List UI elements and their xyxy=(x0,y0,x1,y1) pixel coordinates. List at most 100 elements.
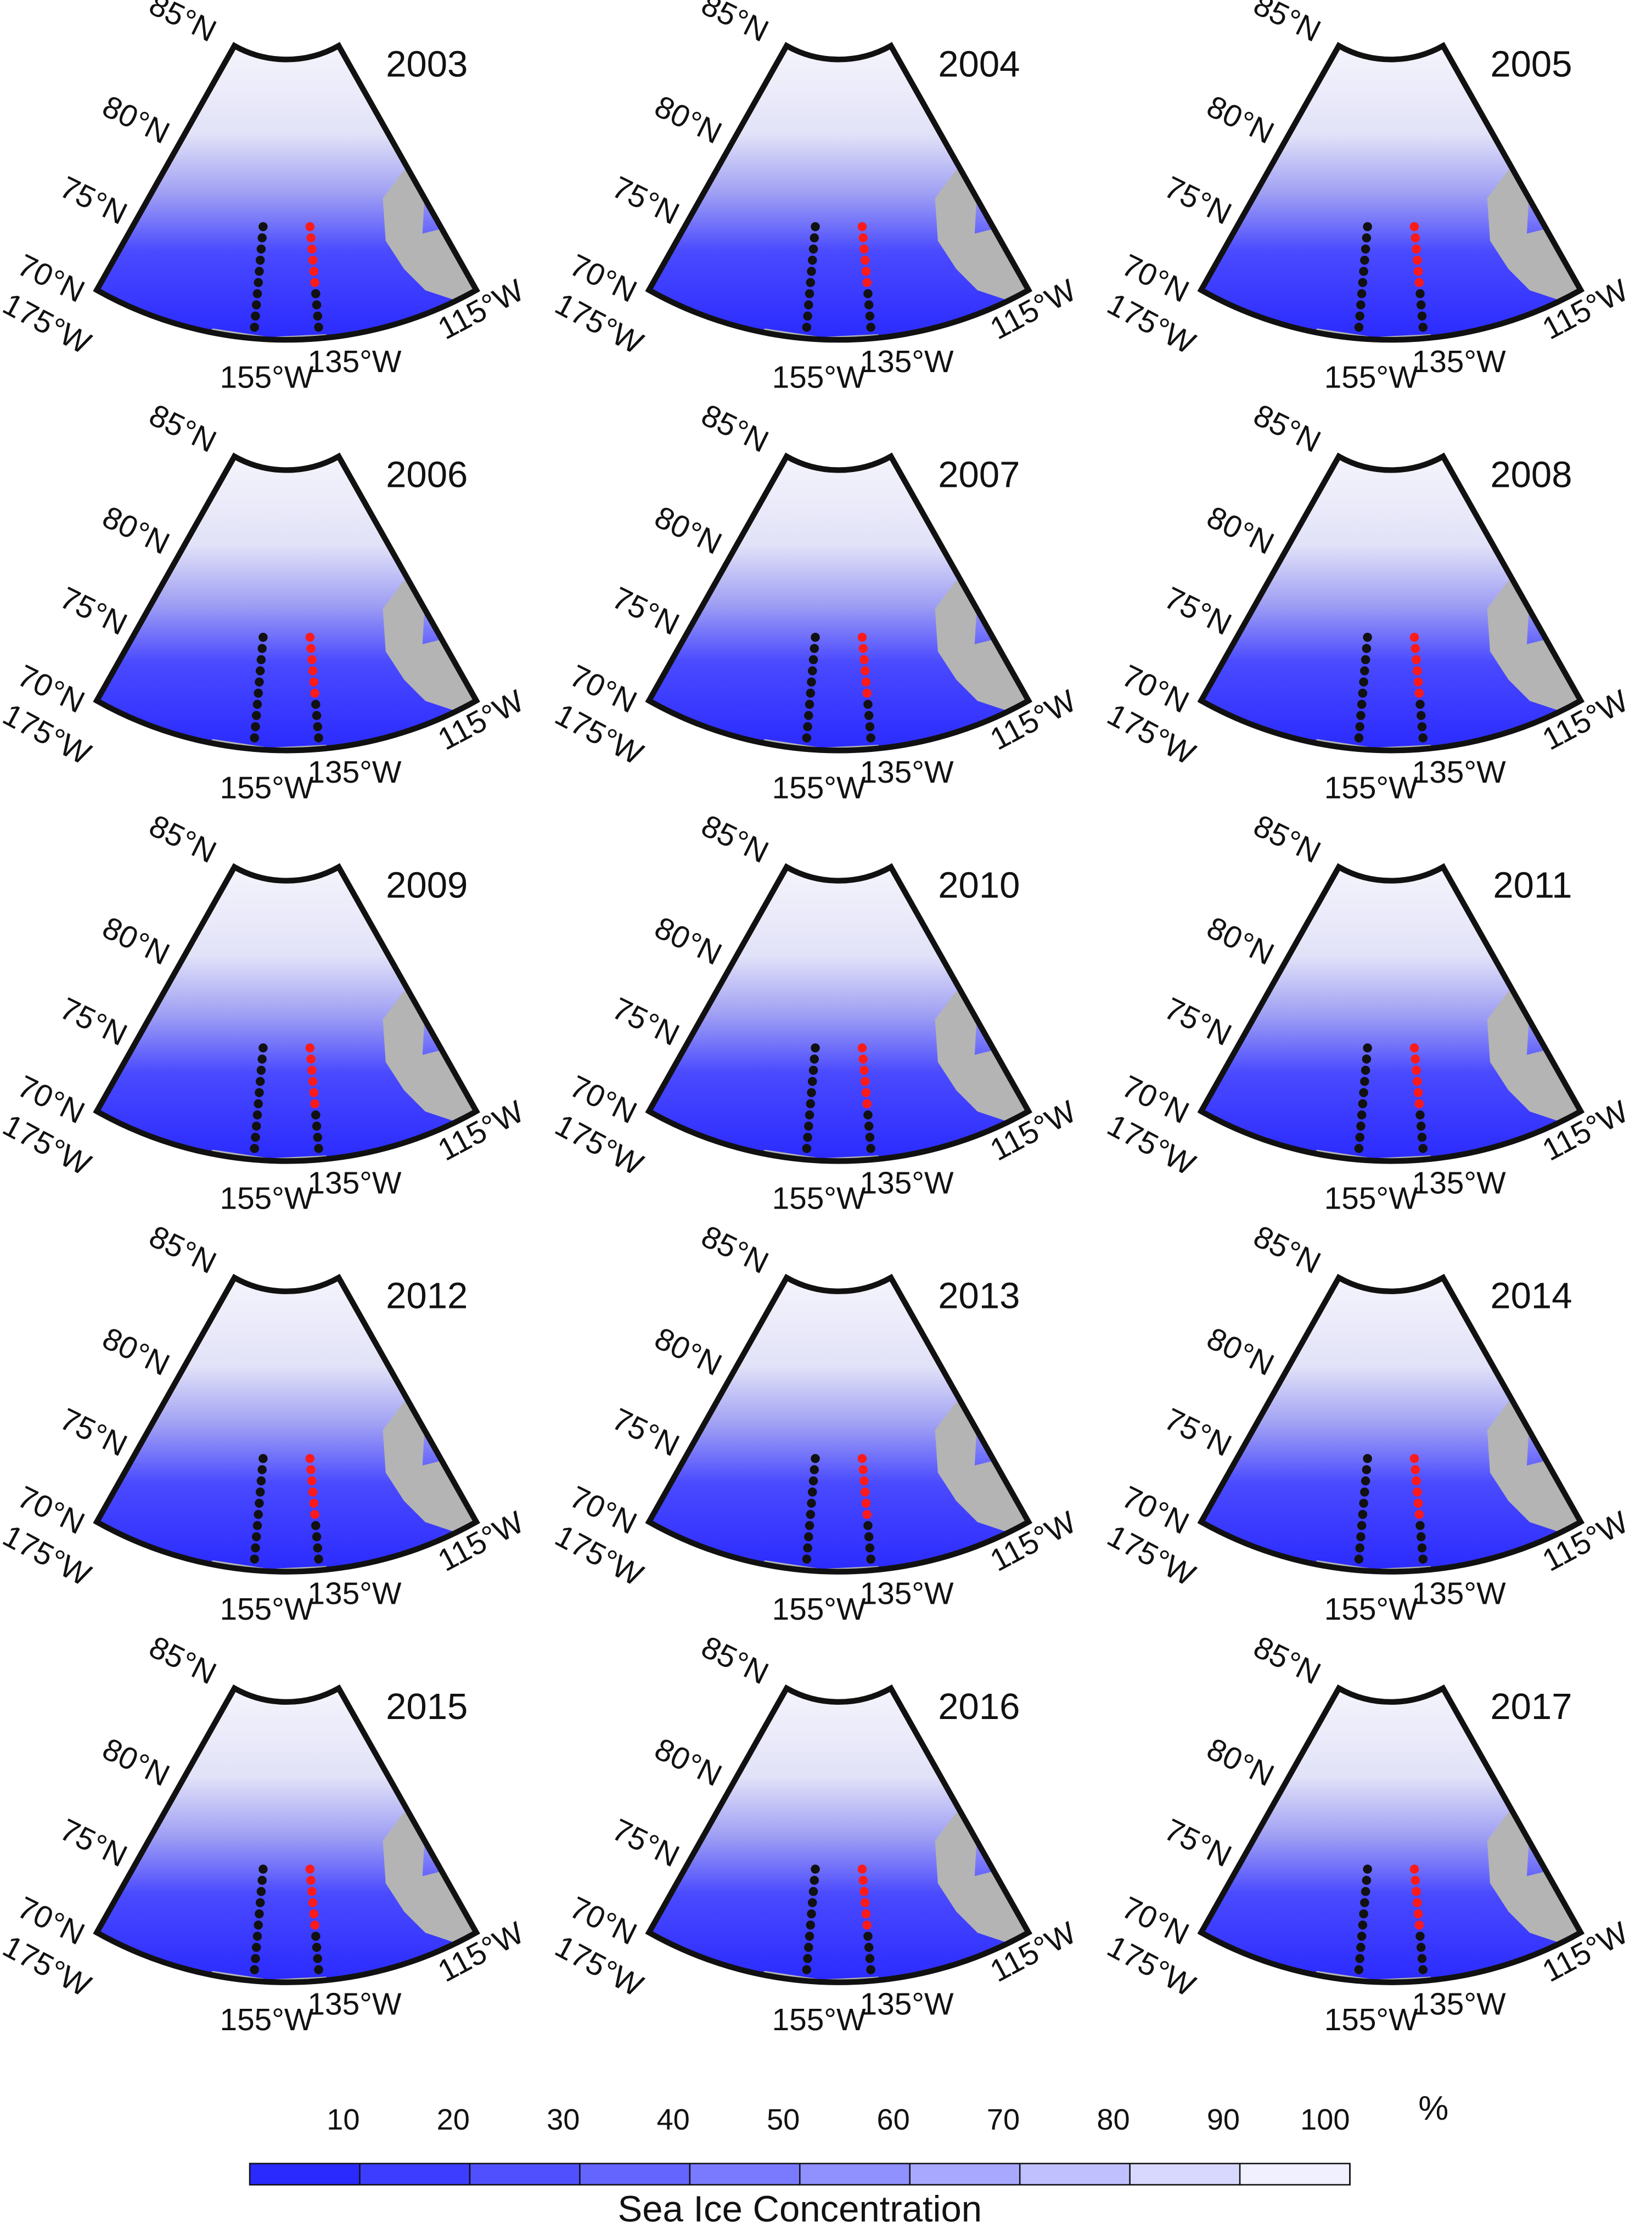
lon-label: 135°W xyxy=(860,755,954,790)
station xyxy=(256,1065,266,1075)
lon-label: 155°W xyxy=(772,360,866,395)
station xyxy=(1409,1864,1419,1874)
station xyxy=(859,1476,869,1486)
lat-label: 75°N xyxy=(54,1812,132,1874)
lon-label: 135°W xyxy=(307,1166,401,1200)
map-frame xyxy=(1197,1273,1585,1575)
station xyxy=(257,233,267,243)
station xyxy=(1418,1965,1428,1975)
lon-label: 175°W xyxy=(1102,697,1201,772)
station xyxy=(1412,244,1421,254)
station xyxy=(1415,1931,1425,1941)
station xyxy=(1409,632,1419,642)
station xyxy=(808,1476,818,1486)
station xyxy=(312,1942,322,1952)
map-body xyxy=(97,456,476,751)
station xyxy=(1363,1043,1372,1053)
lat-label: 80°N xyxy=(97,1321,175,1383)
station xyxy=(811,632,820,642)
land xyxy=(935,170,1029,305)
year-label: 2004 xyxy=(938,43,1020,85)
lon-label: 155°W xyxy=(220,1592,314,1627)
station xyxy=(808,655,818,665)
station xyxy=(861,1088,871,1097)
station xyxy=(865,1954,875,1963)
colorbar-segment xyxy=(1020,2163,1131,2185)
station xyxy=(1415,700,1425,709)
station xyxy=(311,1110,321,1120)
station xyxy=(859,244,869,254)
station xyxy=(252,1521,262,1530)
station xyxy=(1363,1454,1372,1463)
station xyxy=(259,1454,268,1463)
station xyxy=(251,311,260,321)
year-label: 2008 xyxy=(1490,454,1572,495)
lon-label: 175°W xyxy=(0,287,97,361)
station xyxy=(1411,1054,1420,1064)
station xyxy=(808,244,818,254)
station xyxy=(312,1121,322,1131)
station xyxy=(811,1454,820,1463)
lat-label: 75°N xyxy=(54,1402,132,1463)
lon-label: 135°W xyxy=(1412,1576,1506,1611)
station xyxy=(311,289,321,299)
colorbar-tick-label: 80 xyxy=(1097,2103,1130,2136)
ice-field xyxy=(649,46,1029,340)
colorbar-tick-label: 20 xyxy=(437,2103,470,2136)
ice-field xyxy=(1201,456,1581,751)
map-frame xyxy=(1197,42,1585,343)
station xyxy=(311,1931,321,1941)
station xyxy=(804,300,813,310)
colorbar-segment xyxy=(469,2163,581,2185)
station xyxy=(307,1476,317,1486)
station xyxy=(865,1543,875,1553)
station xyxy=(858,1465,868,1475)
station xyxy=(251,1954,260,1963)
station xyxy=(807,1498,816,1508)
lat-label: 80°N xyxy=(97,911,175,972)
map-body xyxy=(1201,46,1581,340)
station xyxy=(1413,666,1422,676)
station xyxy=(1362,1054,1372,1064)
colorbar-tick-label: 30 xyxy=(547,2103,580,2136)
lon-label: 155°W xyxy=(772,1592,866,1627)
land xyxy=(1487,991,1581,1126)
station xyxy=(306,1875,316,1885)
station xyxy=(808,1887,818,1896)
colorbar-segment xyxy=(689,2163,801,2185)
lat-label: 80°N xyxy=(1201,89,1279,151)
station xyxy=(859,655,869,665)
station xyxy=(314,322,323,332)
station xyxy=(1355,1132,1364,1142)
map-body xyxy=(649,867,1029,1161)
colorbar-segment xyxy=(359,2163,471,2185)
station xyxy=(805,700,814,709)
land xyxy=(383,1812,476,1947)
lon-label: 175°W xyxy=(1102,1108,1201,1183)
station xyxy=(306,644,316,653)
land xyxy=(1487,1401,1581,1537)
land xyxy=(383,170,476,305)
station xyxy=(808,255,817,265)
station xyxy=(1361,1476,1370,1486)
map-frame xyxy=(93,863,480,1164)
ice-field xyxy=(649,1688,1029,1982)
lon-label: 175°W xyxy=(0,1108,97,1183)
station xyxy=(1414,688,1424,698)
map-body xyxy=(97,867,476,1161)
station xyxy=(810,1465,819,1475)
station xyxy=(314,733,323,743)
lon-label: 175°W xyxy=(549,1519,649,1593)
station xyxy=(313,311,323,321)
lon-label: 135°W xyxy=(307,755,401,790)
station xyxy=(308,1077,318,1086)
station xyxy=(250,322,259,332)
station xyxy=(810,1054,819,1064)
lat-label: 75°N xyxy=(607,1812,685,1874)
station xyxy=(1359,267,1368,276)
lat-label: 75°N xyxy=(1159,170,1237,232)
station xyxy=(254,1099,263,1109)
station xyxy=(250,733,259,743)
